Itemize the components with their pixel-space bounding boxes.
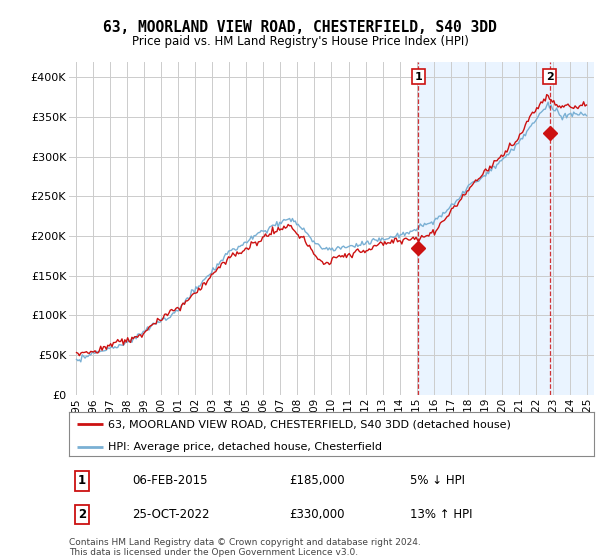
Text: 1: 1 [78, 474, 86, 487]
Text: 5% ↓ HPI: 5% ↓ HPI [410, 474, 465, 487]
Text: 06-FEB-2015: 06-FEB-2015 [132, 474, 208, 487]
Text: 25-OCT-2022: 25-OCT-2022 [132, 508, 209, 521]
Text: Contains HM Land Registry data © Crown copyright and database right 2024.
This d: Contains HM Land Registry data © Crown c… [69, 538, 421, 557]
Text: 63, MOORLAND VIEW ROAD, CHESTERFIELD, S40 3DD: 63, MOORLAND VIEW ROAD, CHESTERFIELD, S4… [103, 20, 497, 35]
Text: 2: 2 [545, 72, 553, 82]
Text: HPI: Average price, detached house, Chesterfield: HPI: Average price, detached house, Ches… [109, 441, 382, 451]
Text: £330,000: £330,000 [290, 508, 345, 521]
Text: 63, MOORLAND VIEW ROAD, CHESTERFIELD, S40 3DD (detached house): 63, MOORLAND VIEW ROAD, CHESTERFIELD, S4… [109, 419, 511, 429]
Text: 2: 2 [78, 508, 86, 521]
Text: 13% ↑ HPI: 13% ↑ HPI [410, 508, 473, 521]
Text: £185,000: £185,000 [290, 474, 345, 487]
Text: 1: 1 [415, 72, 422, 82]
Text: Price paid vs. HM Land Registry's House Price Index (HPI): Price paid vs. HM Land Registry's House … [131, 35, 469, 48]
Bar [418, 62, 594, 395]
